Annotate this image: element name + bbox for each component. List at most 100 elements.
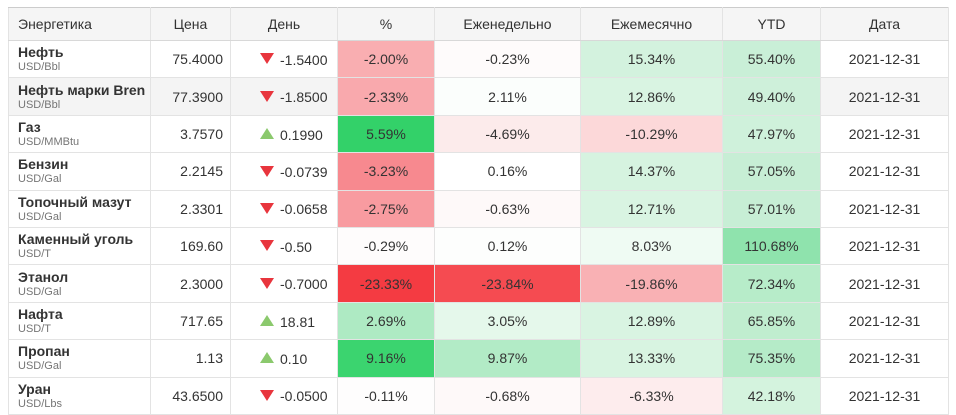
day-change-value: -0.7000 — [280, 276, 328, 293]
commodity-link[interactable]: Каменный уголь USD/T — [18, 231, 146, 261]
commodity-unit: USD/Gal — [18, 360, 62, 373]
commodity-name-cell: Этанол USD/Gal — [8, 264, 151, 303]
table-row[interactable]: Нефть марки Bren USD/Bbl 77.3900 -1.8500… — [8, 77, 949, 116]
date-cell: 2021-12-31 — [820, 376, 949, 415]
percent-change-cell: 9.16% — [337, 339, 435, 378]
commodity-link[interactable]: Пропан USD/Gal — [18, 343, 146, 373]
day-change-value: -0.0739 — [280, 164, 328, 181]
table-row[interactable]: Бензин USD/Gal 2.2145 -0.0739 -3.23% 0.1… — [8, 152, 949, 191]
date-cell: 2021-12-31 — [820, 226, 949, 266]
table-row[interactable]: Топочный мазут USD/Gal 2.3301 -0.0658 -2… — [8, 189, 949, 228]
commodity-unit: USD/Gal — [18, 210, 62, 223]
weekly-change-cell: -0.23% — [434, 39, 581, 79]
day-change-value: -0.50 — [280, 238, 312, 255]
weekly-change-cell: 0.16% — [434, 152, 581, 191]
commodity-name-cell: Нафта USD/T — [8, 301, 151, 341]
percent-change-cell: -0.29% — [337, 226, 435, 266]
commodity-unit: USD/T — [18, 248, 51, 261]
price-cell: 717.65 — [150, 301, 231, 341]
commodity-name-cell: Каменный уголь USD/T — [8, 226, 151, 266]
column-header-ytd[interactable]: YTD — [722, 7, 821, 41]
monthly-change-cell: -19.86% — [580, 264, 723, 303]
commodity-name-cell: Газ USD/MMBtu — [8, 114, 151, 154]
weekly-change-cell: -0.68% — [434, 376, 581, 415]
commodity-name: Нефть — [18, 44, 64, 61]
date-cell: 2021-12-31 — [820, 114, 949, 154]
monthly-change-cell: 12.71% — [580, 189, 723, 228]
date-cell: 2021-12-31 — [820, 264, 949, 303]
column-header-weekly[interactable]: Еженедельно — [434, 7, 581, 41]
table-row[interactable]: Нефть USD/Bbl 75.4000 -1.5400 -2.00% -0.… — [8, 39, 949, 79]
commodity-link[interactable]: Нефть марки Bren USD/Bbl — [18, 82, 146, 112]
column-header-monthly[interactable]: Ежемесячно — [580, 7, 723, 41]
table-row[interactable]: Нафта USD/T 717.65 18.81 2.69% 3.05% 12.… — [8, 301, 949, 341]
percent-change-cell: -2.00% — [337, 39, 435, 79]
percent-change-cell: -2.75% — [337, 189, 435, 228]
commodity-name: Нафта — [18, 305, 63, 322]
price-cell: 75.4000 — [150, 39, 231, 79]
commodity-name-cell: Уран USD/Lbs — [8, 376, 151, 415]
commodity-unit: USD/Lbs — [18, 397, 63, 410]
monthly-change-cell: 14.37% — [580, 152, 723, 191]
table-row[interactable]: Пропан USD/Gal 1.13 0.10 9.16% 9.87% 13.… — [8, 339, 949, 378]
commodity-name: Уран — [18, 380, 51, 397]
table-row[interactable]: Уран USD/Lbs 43.6500 -0.0500 -0.11% -0.6… — [8, 376, 949, 415]
commodity-link[interactable]: Бензин USD/Gal — [18, 156, 146, 186]
commodity-name: Бензин — [18, 156, 69, 173]
table-row[interactable]: Каменный уголь USD/T 169.60 -0.50 -0.29%… — [8, 226, 949, 266]
weekly-change-cell: 2.11% — [434, 77, 581, 116]
date-cell: 2021-12-31 — [820, 39, 949, 79]
price-cell: 2.3000 — [150, 264, 231, 303]
monthly-change-cell: 15.34% — [580, 39, 723, 79]
triangle-up-icon — [260, 128, 274, 140]
commodity-link[interactable]: Нафта USD/T — [18, 306, 146, 336]
percent-change-cell: 2.69% — [337, 301, 435, 341]
ytd-change-cell: 55.40% — [722, 39, 821, 79]
commodity-link[interactable]: Топочный мазут USD/Gal — [18, 194, 146, 224]
commodity-unit: USD/Bbl — [18, 61, 61, 74]
price-cell: 3.7570 — [150, 114, 231, 154]
ytd-change-cell: 72.34% — [722, 264, 821, 303]
commodity-unit: USD/T — [18, 322, 51, 335]
triangle-down-icon — [260, 277, 274, 289]
column-header-pct[interactable]: % — [337, 7, 435, 41]
commodity-unit: USD/Bbl — [18, 98, 61, 111]
triangle-down-icon — [260, 202, 274, 214]
commodity-name-cell: Топочный мазут USD/Gal — [8, 189, 151, 228]
ytd-change-cell: 75.35% — [722, 339, 821, 378]
column-header-date[interactable]: Дата — [820, 7, 949, 41]
column-header-price[interactable]: Цена — [150, 7, 231, 41]
commodity-link[interactable]: Уран USD/Lbs — [18, 381, 146, 411]
day-change-cell: -0.0739 — [230, 152, 338, 191]
weekly-change-cell: 3.05% — [434, 301, 581, 341]
day-change-value: 0.10 — [280, 350, 308, 367]
triangle-down-icon — [260, 53, 274, 65]
day-change-value: -0.0500 — [280, 388, 328, 405]
column-header-day[interactable]: День — [230, 7, 338, 41]
commodity-name-cell: Пропан USD/Gal — [8, 339, 151, 378]
monthly-change-cell: 12.89% — [580, 301, 723, 341]
price-cell: 2.3301 — [150, 189, 231, 228]
monthly-change-cell: 13.33% — [580, 339, 723, 378]
day-change-cell: -0.0658 — [230, 189, 338, 228]
day-change-value: -1.5400 — [280, 51, 328, 68]
day-change-cell: 0.10 — [230, 339, 338, 378]
price-cell: 1.13 — [150, 339, 231, 378]
triangle-down-icon — [260, 165, 274, 177]
table-row[interactable]: Газ USD/MMBtu 3.7570 0.1990 5.59% -4.69%… — [8, 114, 949, 154]
table-row[interactable]: Этанол USD/Gal 2.3000 -0.7000 -23.33% -2… — [8, 264, 949, 303]
commodity-name: Топочный мазут — [18, 193, 132, 210]
commodity-link[interactable]: Газ USD/MMBtu — [18, 119, 146, 149]
commodity-link[interactable]: Этанол USD/Gal — [18, 269, 146, 299]
day-change-cell: -0.7000 — [230, 264, 338, 303]
commodity-name: Газ — [18, 118, 41, 135]
column-header-name[interactable]: Энергетика — [8, 7, 151, 41]
day-change-cell: -0.0500 — [230, 376, 338, 415]
commodity-unit: USD/Gal — [18, 173, 62, 186]
triangle-up-icon — [260, 315, 274, 327]
monthly-change-cell: 12.86% — [580, 77, 723, 116]
weekly-change-cell: -0.63% — [434, 189, 581, 228]
commodity-link[interactable]: Нефть USD/Bbl — [18, 44, 146, 74]
commodity-unit: USD/Gal — [18, 285, 62, 298]
